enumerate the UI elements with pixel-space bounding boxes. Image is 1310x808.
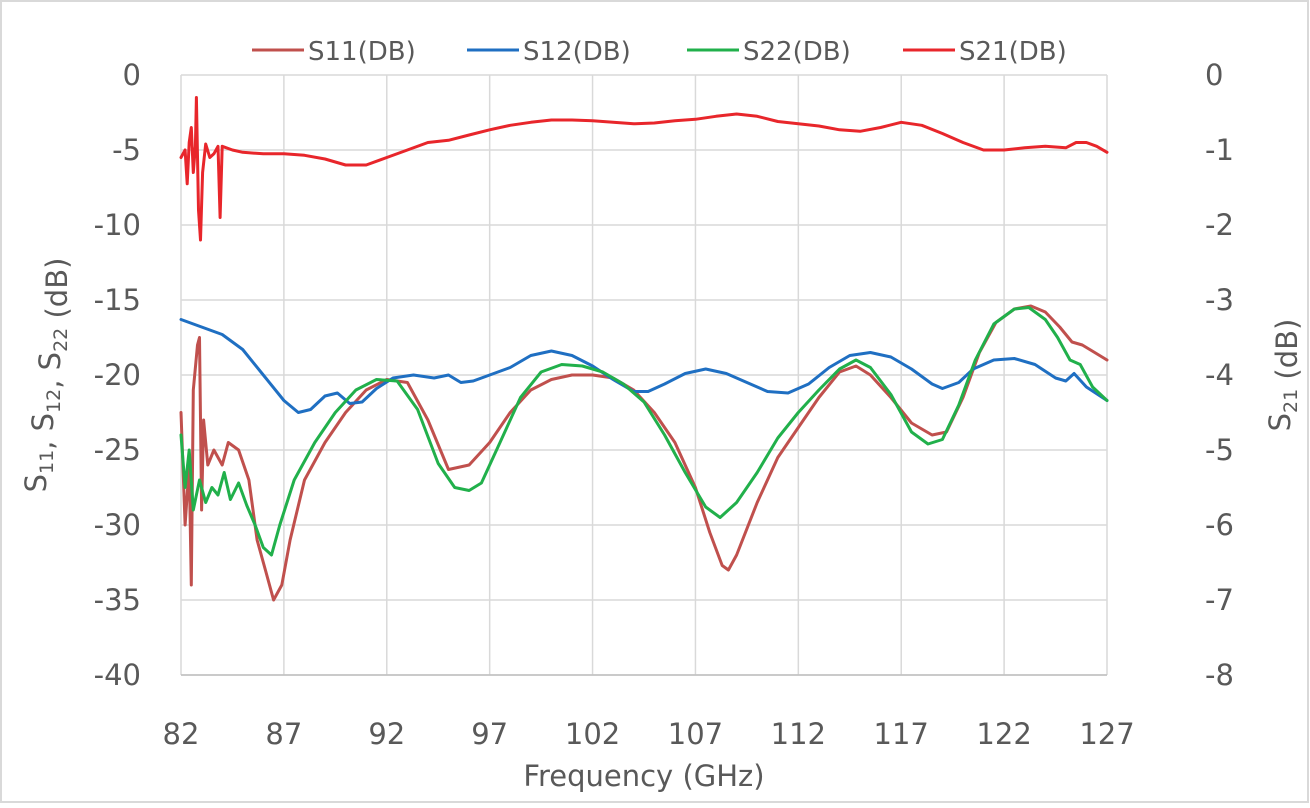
y-left-tick-label: -25 [94, 433, 141, 467]
x-tick-label: 127 [1079, 717, 1134, 751]
legend: S11(DB) S12(DB) S22(DB) S21(DB) [252, 37, 1067, 67]
tick-labels: 82 87 92 97 102 107 112 117 122 1270-5-10-15-20-2… [94, 58, 1234, 751]
legend-label-s11-db-: S11(DB) [308, 37, 416, 67]
x-tick-label: 117 [874, 717, 929, 751]
y-left-tick-label: -35 [94, 583, 141, 617]
grid [180, 74, 1108, 676]
y-axis-title-left-text: S11, S12, S22 (dB) [19, 258, 74, 493]
y-right-tick-label: 0 [1205, 58, 1223, 92]
x-tick-label: 122 [976, 717, 1031, 751]
y-right-tick-label: -6 [1205, 508, 1234, 542]
y-axis-title-left: S11, S12, S22 (dB) [19, 258, 74, 493]
series-line-s21-db- [179, 96, 1109, 242]
y-left-tick-label: -20 [94, 358, 141, 392]
y-left-tick-label: -5 [112, 133, 141, 167]
x-tick-label: 112 [771, 717, 826, 751]
y-right-tick-label: -4 [1205, 358, 1234, 392]
y-right-tick-label: -2 [1205, 208, 1234, 242]
x-tick-label: 82 [163, 717, 200, 751]
y-right-tick-label: -5 [1205, 433, 1234, 467]
y-axis-title-right-text: S21 (dB) [1263, 319, 1304, 432]
y-left-tick-label: -40 [94, 658, 141, 692]
y-left-tick-label: -15 [94, 283, 141, 317]
y-right-tick-label: -7 [1205, 583, 1234, 617]
legend-label-s21-db-: S21(DB) [959, 37, 1067, 67]
x-tick-label: 102 [565, 717, 620, 751]
x-tick-label: 92 [368, 717, 405, 751]
legend-label-s12-db-: S12(DB) [523, 37, 631, 67]
x-tick-label: 107 [668, 717, 723, 751]
y-left-tick-label: 0 [123, 58, 141, 92]
x-axis-title: Frequency (GHz) [523, 759, 764, 793]
legend-label-s22-db-: S22(DB) [743, 37, 851, 67]
y-right-tick-label: -3 [1205, 283, 1234, 317]
y-right-tick-label: -8 [1205, 658, 1234, 692]
series-lines [179, 96, 1109, 602]
y-left-tick-label: -30 [94, 508, 141, 542]
series-line-s22-db- [179, 306, 1109, 557]
y-right-tick-label: -1 [1205, 133, 1234, 167]
x-tick-label: 97 [471, 717, 508, 751]
y-left-tick-label: -10 [94, 208, 141, 242]
x-tick-label: 87 [265, 717, 302, 751]
y-axis-title-right: S21 (dB) [1263, 319, 1304, 432]
